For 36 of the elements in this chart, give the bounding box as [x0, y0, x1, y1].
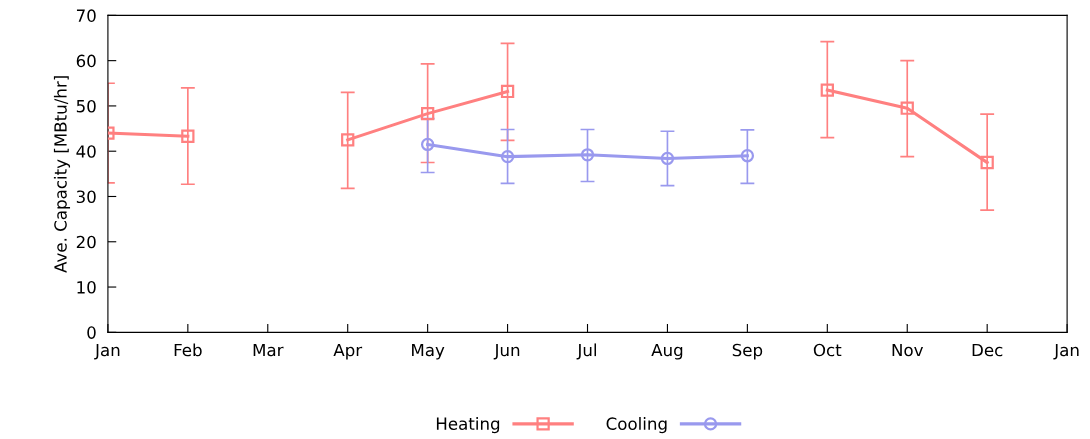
point — [420, 137, 435, 152]
x-tick-label: Sep — [732, 343, 763, 360]
y-tick-label: 50 — [76, 99, 96, 113]
point — [820, 83, 834, 97]
x-tick-label: Jan — [1053, 343, 1079, 360]
x-tick-label: Jun — [493, 343, 520, 360]
point — [740, 149, 755, 163]
y-axis-title: Ave. Capacity [MBtu/hr] — [53, 76, 71, 273]
x-tick-label: Jul — [576, 343, 596, 360]
x-tick-label: May — [412, 343, 445, 360]
point — [420, 106, 435, 121]
y-tick-label: 30 — [76, 190, 96, 204]
x-tick-label: Oct — [813, 343, 842, 357]
y-tick-label: 10 — [77, 281, 96, 294]
point — [580, 148, 595, 162]
y-tick-label: 70 — [76, 9, 96, 22]
x-tick-label: Dec — [972, 343, 1003, 357]
x-tick-label: Feb — [174, 343, 202, 357]
y-tick-label: 20 — [76, 235, 96, 249]
point — [181, 129, 195, 143]
point — [500, 84, 515, 99]
x-tick-label: Nov — [892, 343, 924, 357]
x-tick-label: Mar — [253, 343, 284, 357]
x-tick-label: Jan — [94, 343, 120, 360]
x-tick-label: Apr — [333, 343, 363, 360]
y-tick-label: 0 — [87, 326, 96, 339]
legend-label: Cooling — [606, 417, 667, 434]
x-tick-label: Aug — [651, 343, 683, 360]
point — [660, 151, 675, 166]
y-tick-label: 40 — [76, 145, 96, 158]
y-tick-label: 60 — [76, 54, 96, 68]
point — [980, 155, 994, 170]
point — [500, 149, 515, 164]
point — [341, 133, 355, 147]
legend-label: Heating — [436, 417, 500, 434]
point — [900, 101, 914, 115]
